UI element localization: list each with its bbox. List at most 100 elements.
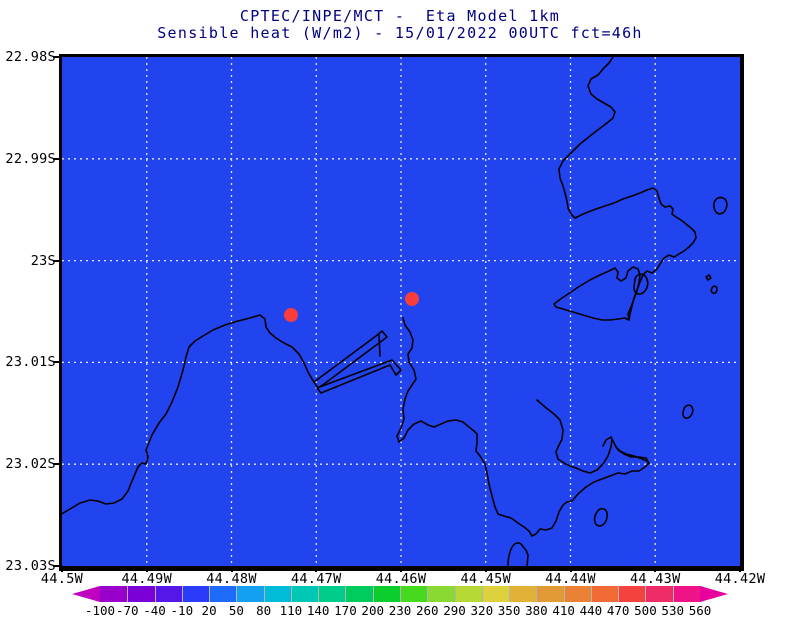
coastline-island-strip-upper bbox=[313, 330, 388, 389]
y-axis-tick bbox=[53, 157, 59, 160]
x-axis-tick bbox=[569, 567, 572, 572]
colorbar-tick-label: 260 bbox=[415, 603, 439, 618]
hotspot-data-point bbox=[284, 308, 298, 322]
colorbar-segment bbox=[181, 586, 211, 602]
coastline-island-strip-divider bbox=[378, 334, 381, 357]
colorbar-segment bbox=[454, 586, 483, 602]
x-axis-label: 44.45W bbox=[460, 571, 512, 587]
coastline-islet-5 bbox=[682, 404, 694, 419]
colorbar-segment bbox=[209, 586, 238, 602]
colorbar-segment bbox=[672, 586, 701, 602]
coastline-island-strip-lower bbox=[316, 359, 402, 394]
y-axis-label: 23.02S bbox=[5, 456, 56, 473]
x-axis-tick bbox=[315, 567, 318, 572]
x-axis-label: 44.46W bbox=[375, 571, 427, 587]
coastline-islet-4 bbox=[710, 285, 718, 295]
colorbar-tick-label: 170 bbox=[334, 603, 357, 618]
coastline-inlet-beak bbox=[536, 399, 650, 474]
x-axis-tick bbox=[61, 567, 63, 572]
colorbar-segment bbox=[290, 586, 320, 602]
y-axis-label: 22.98S bbox=[5, 49, 56, 65]
x-axis-label: 44.44W bbox=[545, 571, 596, 587]
colorbar-tick-label: 50 bbox=[228, 603, 244, 618]
coastline-islet-1 bbox=[713, 196, 728, 215]
colorbar-tick-label: 80 bbox=[256, 603, 272, 618]
coastline-promontory-northeast bbox=[558, 57, 697, 321]
colorbar-segment bbox=[345, 586, 374, 602]
coastline-peninsula-bay bbox=[396, 317, 650, 537]
coastline-islet-bottom bbox=[507, 542, 529, 566]
colorbar-tick-label: 110 bbox=[279, 603, 303, 618]
latlon-gridlines bbox=[62, 57, 740, 566]
coastline-islet-3 bbox=[705, 274, 712, 281]
colorbar-tick-label: 230 bbox=[388, 603, 412, 618]
colorbar-tick-label: 500 bbox=[634, 603, 657, 618]
page-title-line2: Sensible heat (W/m2) - 15/01/2022 00UTC … bbox=[157, 24, 643, 42]
coastline-island-large bbox=[553, 266, 641, 321]
colorbar-segment bbox=[236, 586, 265, 602]
colorbar-arrow-left bbox=[72, 586, 100, 602]
coastline-islet-6 bbox=[593, 507, 608, 527]
colorbar-segment bbox=[590, 586, 620, 602]
coastline-mainland-west bbox=[62, 314, 315, 515]
y-axis-tick bbox=[53, 259, 59, 262]
colorbar-tick-label: -10 bbox=[170, 603, 194, 618]
colorbar-tick-label: 410 bbox=[552, 603, 575, 618]
x-axis-tick bbox=[145, 567, 148, 572]
colorbar-segment bbox=[127, 586, 156, 602]
colorbar-segment bbox=[400, 586, 429, 602]
y-axis-tick bbox=[53, 463, 59, 466]
colorbar-tick-label: 440 bbox=[579, 603, 603, 618]
colorbar-segment bbox=[154, 586, 183, 602]
map-canvas bbox=[62, 57, 740, 566]
x-axis-label: 44.42W bbox=[714, 571, 766, 587]
colorbar-tick-label: 200 bbox=[361, 603, 384, 618]
page-title-line1: CPTEC/INPE/MCT - Eta Model 1km bbox=[239, 7, 561, 25]
map-plot-area bbox=[59, 54, 744, 571]
colorbar-segment bbox=[645, 586, 674, 602]
coastline-layer bbox=[62, 57, 728, 566]
colorbar-tick-label: 290 bbox=[443, 603, 466, 618]
x-axis-label: 44.49W bbox=[121, 571, 173, 587]
colorbar-tick-label: -100 bbox=[84, 603, 116, 618]
colorbar-tick-label: -70 bbox=[115, 603, 139, 618]
colorbar-tick-label: 560 bbox=[688, 603, 712, 618]
x-axis-tick bbox=[739, 567, 741, 572]
colorbar-segment bbox=[263, 586, 292, 602]
y-axis-label: 22.99S bbox=[5, 150, 56, 167]
x-axis-tick bbox=[400, 567, 402, 572]
colorbar-segment bbox=[481, 586, 511, 602]
colorbar-segment bbox=[427, 586, 456, 602]
y-axis-label: 23.03S bbox=[5, 558, 56, 574]
colorbar-segment bbox=[100, 586, 129, 602]
colorbar-segment bbox=[509, 586, 538, 602]
x-axis-tick bbox=[654, 567, 657, 572]
colorbar-tick-label: 350 bbox=[497, 603, 521, 618]
y-axis-label: 23.01S bbox=[5, 354, 56, 371]
colorbar-segment bbox=[536, 586, 565, 602]
colorbar-tick-label: 140 bbox=[306, 603, 330, 618]
colorbar-tick-label: 320 bbox=[470, 603, 494, 618]
colorbar-tick-label: -40 bbox=[143, 603, 166, 618]
x-axis-tick bbox=[484, 567, 487, 572]
x-axis-label: 44.48W bbox=[206, 571, 257, 587]
colorbar-tick-label: 470 bbox=[606, 603, 630, 618]
y-axis-tick bbox=[53, 565, 59, 567]
x-axis-label: 44.43W bbox=[629, 571, 681, 587]
colorbar-arrow-right bbox=[700, 586, 728, 602]
colorbar-tick-label: 530 bbox=[661, 603, 684, 618]
colorbar-segment bbox=[318, 586, 347, 602]
y-axis-tick bbox=[53, 361, 59, 364]
y-axis-tick bbox=[53, 56, 59, 58]
x-axis-tick bbox=[230, 567, 233, 572]
hotspot-dots-layer bbox=[284, 292, 419, 322]
hotspot-data-point bbox=[405, 292, 419, 306]
colorbar-segment bbox=[372, 586, 401, 602]
x-axis-label: 44.5W bbox=[40, 571, 84, 587]
colorbar-tick-label: 380 bbox=[525, 603, 548, 618]
colorbar-tick-label: 20 bbox=[201, 603, 217, 618]
y-axis-label: 23S bbox=[30, 252, 56, 269]
coastline-islet-2 bbox=[633, 273, 649, 295]
colorbar-segment bbox=[618, 586, 647, 602]
